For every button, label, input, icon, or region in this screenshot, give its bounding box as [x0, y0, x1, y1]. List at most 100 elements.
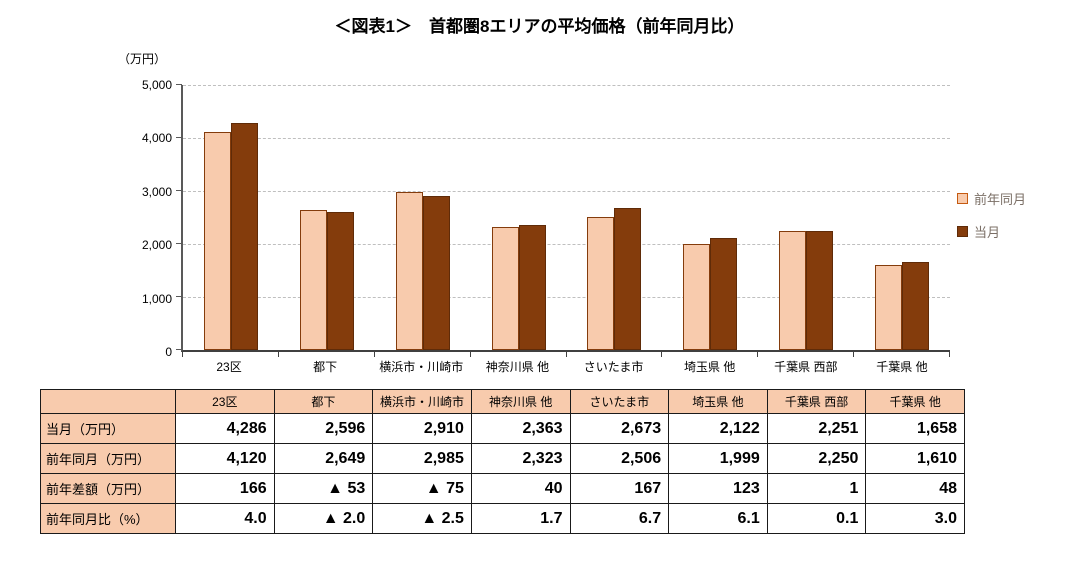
- gridline: [183, 85, 950, 86]
- bar-current-month: [902, 262, 930, 350]
- x-axis-category-label: さいたま市: [583, 360, 644, 374]
- table-column-header: 横浜市・川崎市: [372, 389, 472, 414]
- table-cell-value: ▲ 2.0: [273, 503, 374, 534]
- x-axis-category-label: 23区: [216, 360, 242, 374]
- x-axis-category-label: 千葉県 西部: [774, 360, 838, 374]
- table-column-header: 千葉県 西部: [766, 389, 867, 414]
- table-row-label: 当月（万円）: [40, 413, 176, 444]
- y-axis-tick-label: 4,000: [141, 131, 172, 146]
- y-axis-tick: [176, 137, 182, 138]
- x-axis-tick: [469, 351, 471, 357]
- table-column-header: 神奈川県 他: [470, 389, 571, 414]
- y-axis-tick-label: 5,000: [141, 78, 172, 92]
- bar-chart-plot-area: [176, 84, 950, 357]
- table-row: 当月（万円） 4,286 2,596 2,910 2,363 2,673 2,122 2,25…: [40, 413, 965, 444]
- table-column-header: 千葉県 他: [865, 389, 965, 414]
- bar-prev-year: [875, 264, 903, 350]
- table-cell-value: 1,658: [865, 413, 965, 444]
- table-cell-value: 2,251: [766, 413, 867, 444]
- bar-current-month: [326, 212, 354, 350]
- bar-prev-year: [491, 226, 519, 350]
- chart-legend: 前年同月 当月: [957, 189, 1026, 241]
- y-axis-tick: [176, 243, 182, 244]
- table-cell-value: 3.0: [865, 503, 965, 534]
- x-axis-tick: [661, 351, 663, 357]
- table-cell-value: 2,250: [766, 443, 867, 474]
- table-cell-value: 123: [668, 473, 768, 504]
- table-cell-value: 2,985: [372, 443, 472, 474]
- table-cell-value: 2,363: [470, 413, 571, 444]
- table-row-label: 前年差額（万円）: [40, 473, 176, 504]
- table-corner-cell: [40, 389, 176, 414]
- y-axis-tick: [176, 349, 182, 350]
- bar-group-2: [279, 85, 375, 350]
- bar-group-6: [662, 85, 758, 350]
- bar-prev-year: [683, 244, 711, 350]
- bar-group-1: [183, 85, 279, 350]
- table-cell-value: 6.1: [668, 503, 768, 534]
- x-axis-category-label: 千葉県 他: [876, 360, 928, 374]
- table-cell-value: ▲ 53: [273, 473, 374, 504]
- bar-group-7: [758, 85, 854, 350]
- y-axis-tick-label: 1,000: [141, 291, 172, 306]
- bar-series-layer: [183, 85, 950, 350]
- x-axis-category-label: 横浜市・川崎市: [379, 360, 464, 374]
- gridline: [183, 297, 950, 298]
- bar-current-month: [806, 230, 834, 350]
- table-cell-value: 40: [470, 473, 571, 504]
- bar-prev-year: [587, 217, 615, 350]
- x-axis-tick: [373, 351, 375, 357]
- bar-group-4: [471, 85, 567, 350]
- bar-current-month: [422, 195, 450, 350]
- table-cell-value: ▲ 2.5: [372, 503, 472, 534]
- bar-group-5: [567, 85, 663, 350]
- table-cell-value: 166: [175, 473, 275, 504]
- gridline: [183, 191, 950, 192]
- x-axis-tick: [565, 351, 567, 357]
- gridline: [183, 244, 950, 245]
- x-axis-category-label: 都下: [313, 360, 338, 374]
- x-axis-category-label: 埼玉県 他: [684, 360, 736, 374]
- chart-title: ＜図表1＞ 首都圏8エリアの平均価格（前年同月比）: [334, 17, 745, 36]
- table-cell-value: 1: [766, 473, 867, 504]
- table-row: 前年差額（万円） 166 ▲ 53 ▲ 75 40 167 123 1 48: [40, 473, 965, 504]
- y-axis-tick: [176, 296, 182, 297]
- table-cell-value: 2,910: [372, 413, 472, 444]
- legend-item-current-month: 当月: [957, 222, 1026, 241]
- table-row-label: 前年同月比（%）: [40, 503, 176, 534]
- bar-current-month: [614, 208, 642, 350]
- table-cell-value: 167: [569, 473, 670, 504]
- table-cell-value: 4.0: [175, 503, 275, 534]
- y-axis-tick-label: 3,000: [141, 184, 172, 199]
- y-axis-tick-label: 0: [165, 345, 172, 359]
- table-cell-value: ▲ 75: [372, 473, 472, 504]
- table-row: 前年同月比（%） 4.0 ▲ 2.0 ▲ 2.5 1.7 6.7 6.1 0.1 3.0: [40, 503, 965, 534]
- legend-label: 当月: [974, 225, 1001, 240]
- legend-label: 前年同月: [974, 192, 1027, 207]
- table-cell-value: 6.7: [569, 503, 670, 534]
- table-cell-value: 2,323: [470, 443, 571, 474]
- bar-current-month: [518, 224, 546, 350]
- y-axis-unit-label: （万円）: [118, 52, 167, 66]
- table-column-header: 23区: [175, 389, 275, 414]
- legend-swatch-icon: [957, 193, 968, 204]
- x-axis-tick: [277, 351, 279, 357]
- table-cell-value: 2,122: [668, 413, 768, 444]
- bar-prev-year: [203, 131, 231, 350]
- x-axis-tick: [853, 351, 855, 357]
- bar-group-3: [375, 85, 471, 350]
- summary-data-table: 23区 都下 横浜市・川崎市 神奈川県 他さいたま市 埼玉県 他千葉県 西部 千葉県 他 …: [40, 389, 965, 534]
- bar-prev-year: [395, 191, 423, 350]
- table-cell-value: 2,649: [273, 443, 374, 474]
- table-cell-value: 1.7: [470, 503, 571, 534]
- bar-prev-year: [299, 209, 327, 350]
- table-cell-value: 1,999: [668, 443, 768, 474]
- x-axis-labels: 23区 都下 横浜市・川崎市 神奈川県 他 さいたま市 埼玉県 他 千葉県 西部 千葉県 他: [181, 358, 950, 375]
- bar-current-month: [230, 122, 258, 350]
- y-axis-tick-label: 2,000: [141, 238, 172, 253]
- x-axis-tick: [757, 351, 759, 357]
- legend-swatch-icon: [957, 226, 968, 237]
- x-axis-tick: [949, 351, 950, 357]
- table-cell-value: 2,596: [273, 413, 374, 444]
